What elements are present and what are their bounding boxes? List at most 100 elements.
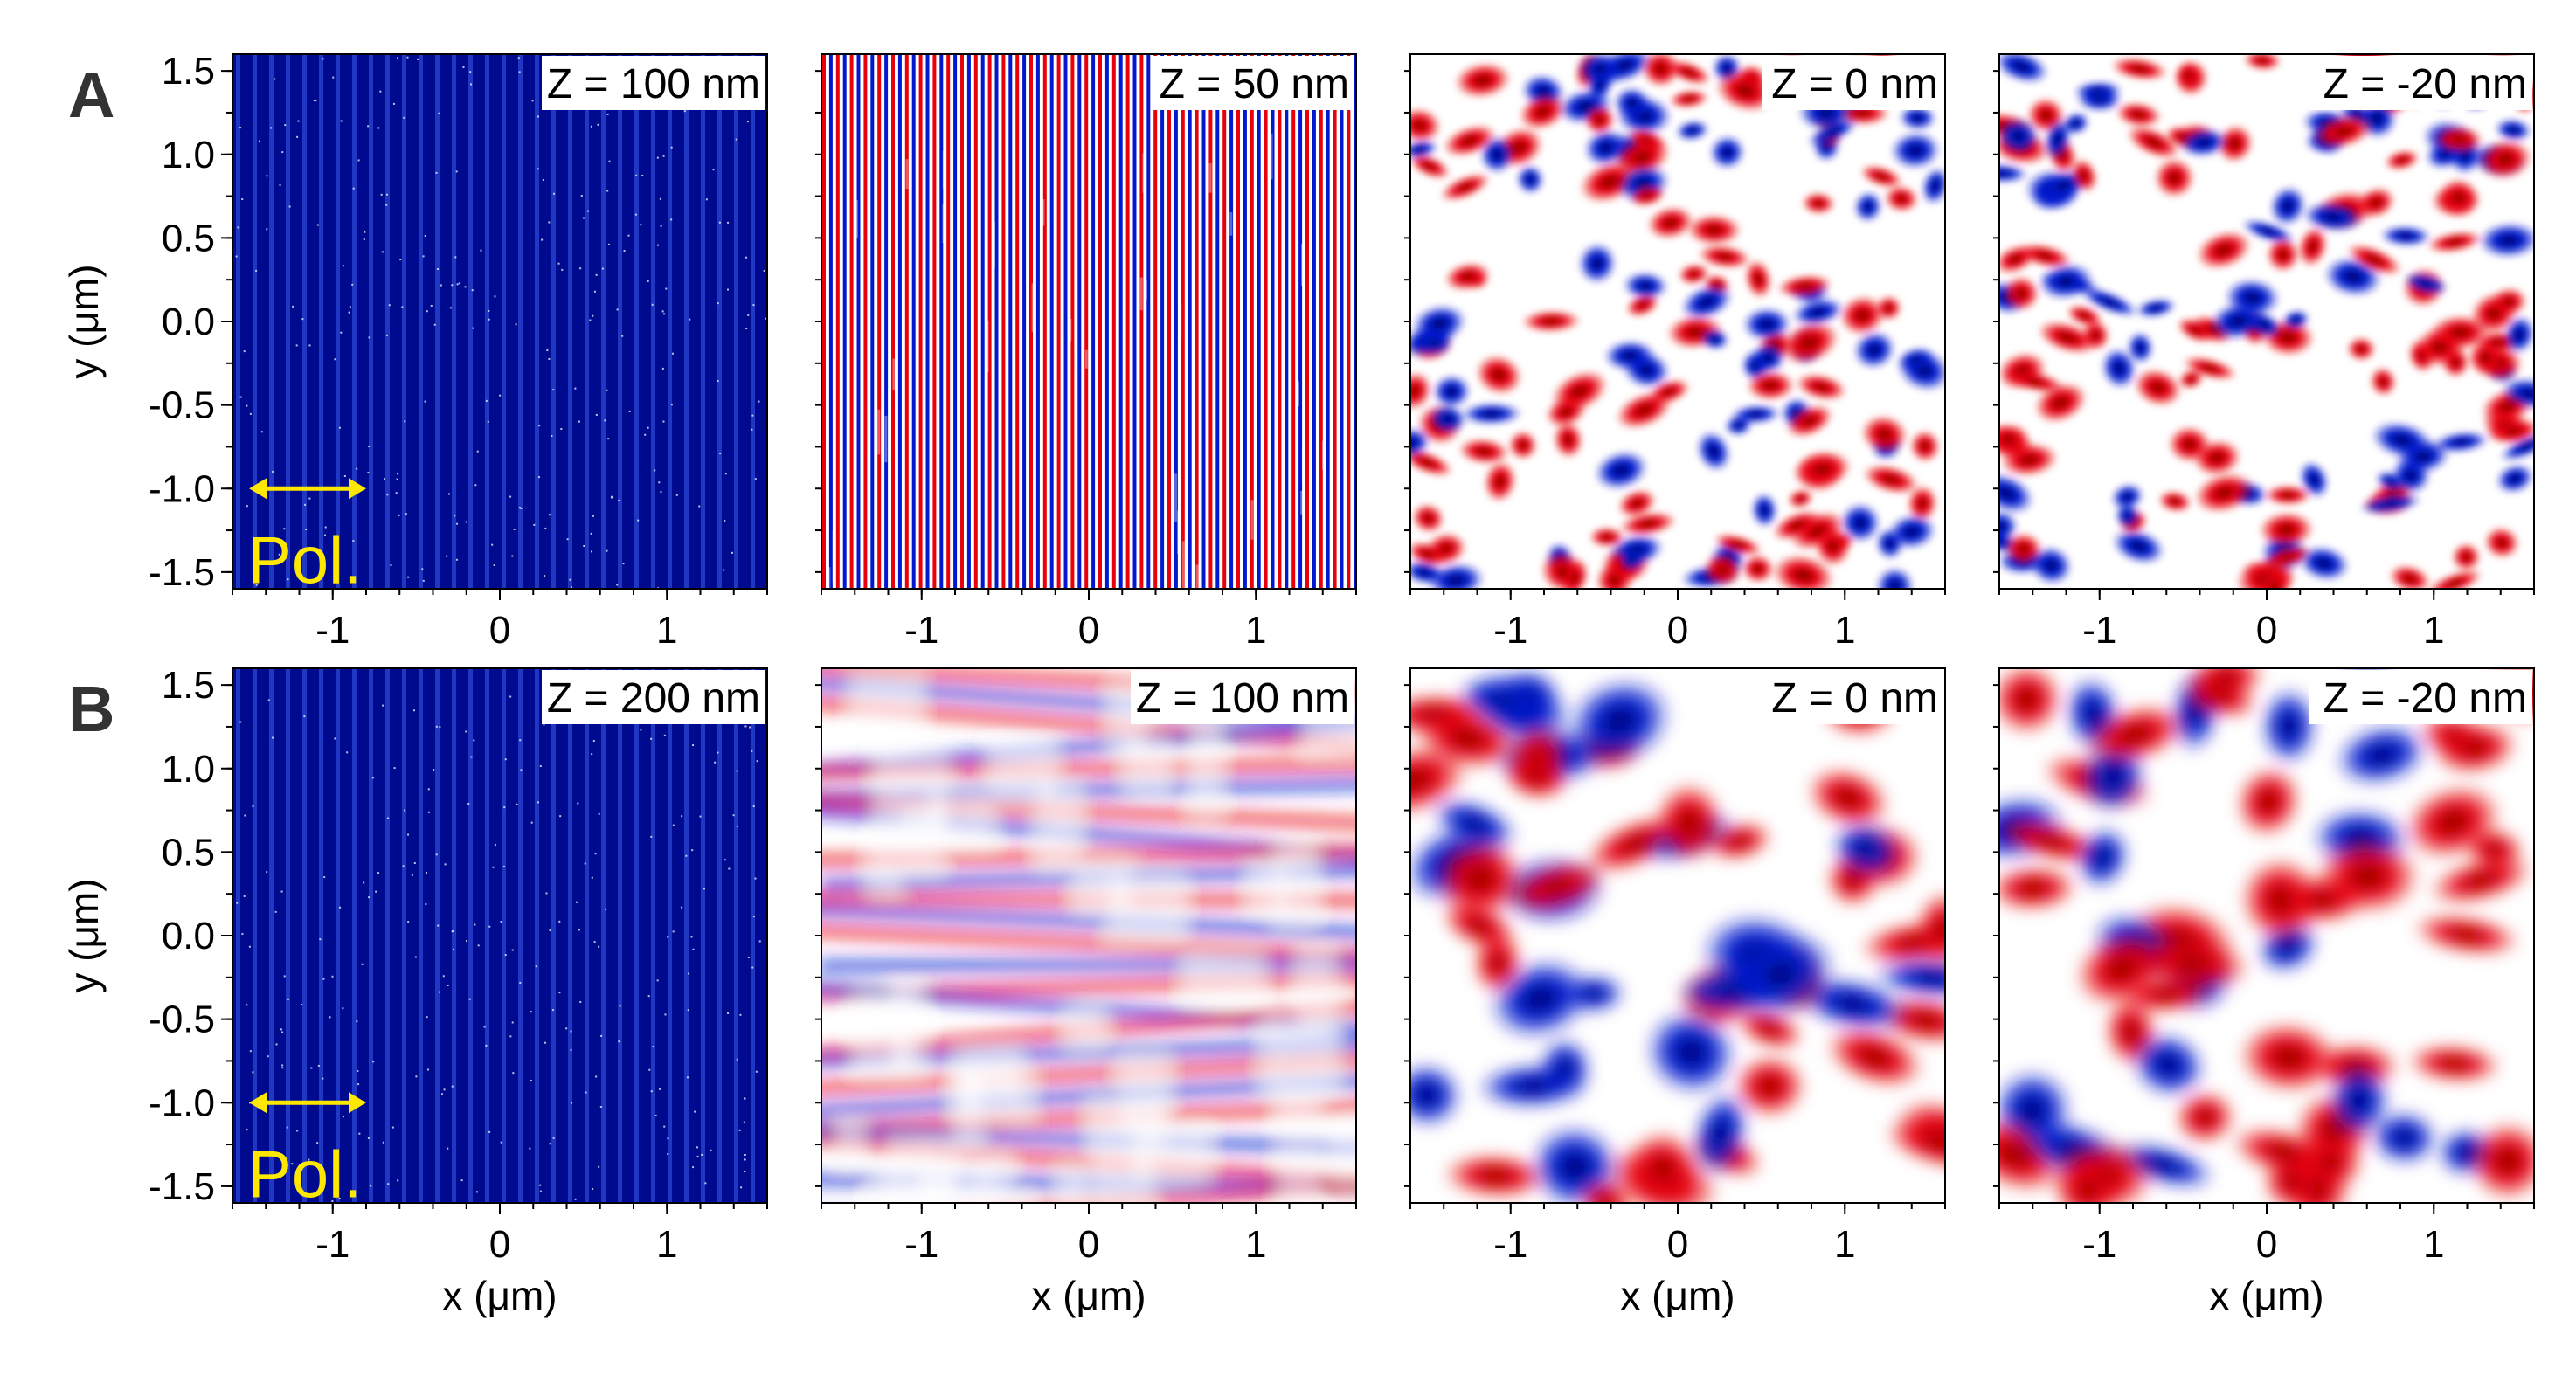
heatmap-speckle bbox=[241, 933, 244, 936]
heatmap-stripe bbox=[1153, 54, 1158, 589]
heatmap-speckle bbox=[692, 948, 695, 950]
heatmap-speckle bbox=[451, 284, 454, 287]
heatmap-speckle bbox=[688, 972, 690, 975]
heatmap-stripe bbox=[352, 668, 357, 1203]
heatmap-band bbox=[821, 1123, 1356, 1155]
heatmap-positive-lobe bbox=[2154, 158, 2195, 198]
heatmap-speckle bbox=[500, 1141, 502, 1144]
heatmap-stripe bbox=[551, 668, 556, 1203]
heatmap-speckle bbox=[390, 563, 392, 566]
heatmap-speckle bbox=[491, 543, 494, 546]
heatmap-gap bbox=[1327, 1122, 1356, 1183]
heatmap bbox=[1999, 54, 2534, 589]
heatmap-stripe bbox=[946, 54, 951, 589]
heatmap-positive-lobe bbox=[1825, 1026, 1924, 1088]
heatmap-speckle bbox=[744, 725, 747, 728]
heatmap-positive-lobe bbox=[2297, 1135, 2364, 1190]
heatmap-negative-lobe bbox=[1696, 431, 1731, 472]
z-label: Z = 200 nm bbox=[547, 675, 760, 722]
heatmap-stripe bbox=[1333, 54, 1337, 589]
heatmap-speckle bbox=[717, 751, 719, 754]
heatmap-speckle bbox=[551, 1009, 554, 1012]
heatmap-positive-lobe bbox=[1626, 1130, 1700, 1203]
heatmap-speckle bbox=[292, 305, 294, 308]
heatmap-speckle bbox=[407, 833, 410, 836]
heatmap-speckle bbox=[249, 1050, 252, 1053]
heatmap-speckle bbox=[352, 540, 355, 542]
heatmap-blobs bbox=[821, 668, 1356, 1203]
heatmap-speckle bbox=[308, 497, 311, 500]
x-tick-label: 1 bbox=[1245, 1223, 1266, 1266]
heatmap-stripe bbox=[369, 668, 373, 1203]
heatmap-speckle bbox=[260, 431, 263, 433]
heatmap-negative-lobe bbox=[1890, 131, 1941, 169]
heatmap-speckle bbox=[640, 224, 642, 226]
heatmap-negative-lobe bbox=[1899, 105, 1936, 131]
heatmap-speckle bbox=[590, 125, 592, 128]
panel-a-1: -1 0 1 1.5 1.0 0.5 0.0 -0.5 -1.0 -1.5 y (μm) Z = 10… bbox=[61, 50, 768, 652]
heatmap-stripe bbox=[1208, 54, 1213, 589]
heatmap bbox=[821, 54, 1356, 589]
heatmap-speckle bbox=[544, 527, 547, 529]
heatmap-speckle bbox=[485, 1044, 488, 1047]
heatmap-positive-lobe bbox=[2182, 356, 2238, 380]
heatmap-stripe bbox=[994, 54, 999, 589]
x-tick-label: -1 bbox=[904, 609, 938, 652]
heatmap-stripe bbox=[236, 54, 240, 589]
heatmap-stripe bbox=[668, 54, 672, 589]
heatmap-speckle bbox=[518, 507, 521, 509]
heatmap-positive-lobe bbox=[1519, 93, 1567, 130]
heatmap-stripe bbox=[822, 54, 826, 589]
heatmap-gap bbox=[853, 677, 920, 721]
heatmap-speckle bbox=[488, 309, 490, 312]
heatmap-modulation bbox=[1171, 244, 1174, 272]
heatmap-speckle bbox=[377, 127, 380, 129]
heatmap-positive-lobe bbox=[2133, 368, 2182, 407]
heatmap-speckle bbox=[545, 892, 548, 895]
heatmap-stripe bbox=[1029, 54, 1033, 589]
heatmap-speckle bbox=[308, 1158, 310, 1161]
heatmap-negative-lobe bbox=[1410, 1062, 1462, 1128]
heatmap-speckle bbox=[241, 198, 244, 201]
heatmap-speckle bbox=[338, 1197, 341, 1199]
heatmap-speckle bbox=[606, 549, 608, 552]
heatmap-positive-lobe bbox=[1545, 397, 1587, 427]
heatmap-speckle bbox=[267, 699, 270, 701]
heatmap-positive-lobe bbox=[2193, 472, 2254, 514]
heatmap-speckle bbox=[460, 1179, 463, 1182]
heatmap-negative-lobe bbox=[1700, 328, 1729, 350]
heatmap-stripe bbox=[1139, 54, 1144, 589]
heatmap-speckle bbox=[539, 765, 542, 768]
heatmap-speckle bbox=[690, 936, 693, 938]
heatmap-speckle bbox=[520, 508, 523, 510]
heatmap-positive-lobe bbox=[1410, 107, 1441, 143]
heatmap-speckle bbox=[731, 551, 733, 554]
heatmap-speckle bbox=[361, 963, 364, 965]
heatmap-speckle bbox=[578, 420, 580, 423]
heatmap-speckle bbox=[383, 478, 385, 480]
heatmap-stripe bbox=[751, 668, 755, 1203]
heatmap-speckle bbox=[280, 890, 283, 893]
heatmap-modulation bbox=[1195, 564, 1199, 589]
heatmap-speckle bbox=[422, 255, 425, 258]
heatmap-positive-lobe bbox=[1915, 890, 1945, 968]
heatmap-speckle bbox=[670, 404, 673, 406]
heatmap-speckle bbox=[308, 344, 311, 347]
heatmap-modulation bbox=[1208, 162, 1212, 193]
heatmap-modulation bbox=[1174, 473, 1178, 522]
heatmap-negative-lobe bbox=[1680, 284, 1733, 321]
heatmap-speckle bbox=[584, 862, 586, 865]
heatmap-speckle bbox=[435, 725, 438, 728]
heatmap-speckle bbox=[323, 534, 326, 536]
heatmap-speckle bbox=[392, 102, 395, 105]
heatmap-speckle bbox=[539, 1190, 542, 1192]
heatmap-speckle bbox=[455, 558, 458, 561]
heatmap-stripe bbox=[684, 54, 689, 589]
heatmap-speckle bbox=[278, 553, 280, 556]
heatmap-positive-lobe bbox=[1742, 554, 1775, 584]
heatmap-stripe bbox=[1291, 54, 1296, 589]
heatmap-positive-lobe bbox=[2003, 275, 2039, 311]
heatmap bbox=[1999, 668, 2534, 1203]
heatmap-speckle bbox=[520, 769, 523, 771]
heatmap-speckle bbox=[440, 284, 442, 287]
